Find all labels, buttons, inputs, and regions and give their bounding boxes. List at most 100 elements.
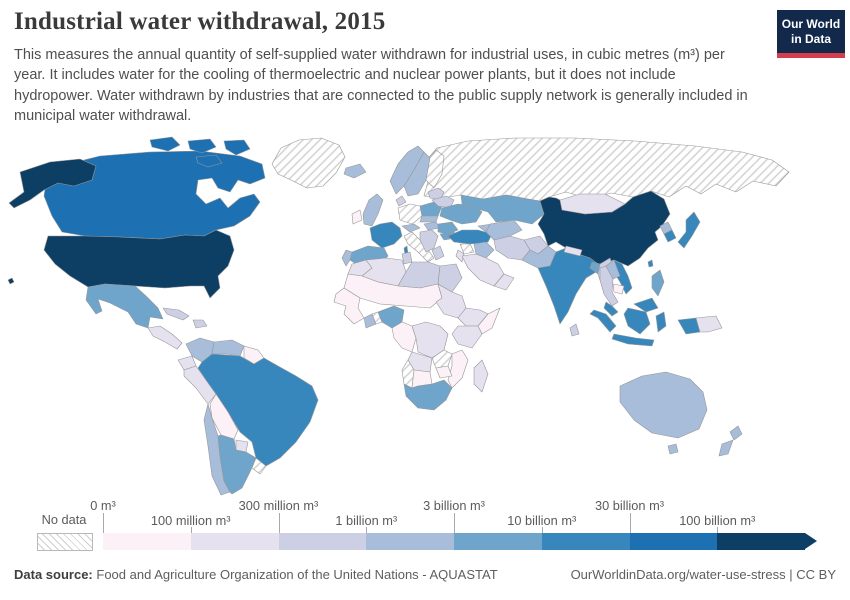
legend-tick-label: 1 billion m³ <box>335 513 398 528</box>
country-kazakhstan[interactable] <box>460 194 545 225</box>
country-canada-island[interactable] <box>187 138 217 154</box>
country-australia[interactable] <box>619 371 708 439</box>
country-malaysia-peninsula[interactable] <box>603 301 619 317</box>
country-hungary[interactable] <box>423 221 441 231</box>
legend-bin-8[interactable] <box>717 533 805 550</box>
country-south-africa[interactable] <box>403 379 453 411</box>
country-libya[interactable] <box>397 261 441 289</box>
map-legend: No data 0 m³ 100 million m³ 300 million m³… <box>0 498 850 558</box>
country-hispaniola[interactable] <box>192 319 208 329</box>
country-japan[interactable] <box>677 211 701 249</box>
country-canada-island[interactable] <box>195 154 223 168</box>
country-indonesia-sumatra[interactable] <box>589 309 617 333</box>
country-uruguay[interactable] <box>251 457 267 475</box>
country-greenland[interactable] <box>271 137 346 189</box>
no-data-label: No data <box>41 512 87 527</box>
owid-logo[interactable]: Our World in Data <box>777 10 845 58</box>
legend-tick-label: 3 billion m³ <box>423 498 485 513</box>
country-uzbekistan-turkmenistan[interactable] <box>485 219 523 241</box>
world-map <box>0 136 850 498</box>
country-cameroon-congo[interactable] <box>391 321 417 353</box>
legend-bin-2[interactable] <box>190 533 279 550</box>
data-source-text: Food and Agriculture Organization of the… <box>96 567 498 582</box>
country-italy[interactable] <box>403 231 435 263</box>
country-indonesia-java[interactable] <box>611 333 655 347</box>
legend-tick <box>190 527 192 533</box>
country-central-america[interactable] <box>147 325 183 350</box>
country-zimbabwe[interactable] <box>435 365 453 379</box>
country-turkey[interactable] <box>447 229 493 245</box>
country-new-zealand-north[interactable] <box>729 425 743 441</box>
country-iraq[interactable] <box>473 241 495 259</box>
legend-bin-6[interactable] <box>541 533 630 550</box>
country-russia[interactable] <box>423 137 790 202</box>
country-papua-new-guinea[interactable] <box>695 315 723 333</box>
legend-tick-label: 10 billion m³ <box>507 513 577 528</box>
legend-bin-5[interactable] <box>454 533 542 550</box>
country-mexico[interactable] <box>85 283 164 329</box>
country-madagascar[interactable] <box>473 359 489 393</box>
country-new-zealand-south[interactable] <box>718 439 734 457</box>
country-jordan-israel[interactable] <box>455 249 465 263</box>
country-venezuela[interactable] <box>211 339 245 357</box>
country-greece[interactable] <box>431 245 445 261</box>
country-indonesia-borneo[interactable] <box>623 307 651 335</box>
country-balkans[interactable] <box>419 229 439 253</box>
no-data-swatch[interactable] <box>37 533 93 551</box>
country-romania[interactable] <box>437 221 459 235</box>
country-ireland[interactable] <box>351 209 363 225</box>
country-thailand[interactable] <box>599 265 619 307</box>
country-zambia[interactable] <box>431 349 453 369</box>
country-west-africa[interactable] <box>333 287 365 325</box>
legend-tick <box>278 513 280 533</box>
country-alaska[interactable] <box>8 158 97 209</box>
legend-bin-7[interactable] <box>629 533 718 550</box>
owid-link[interactable]: OurWorldinData.org/water-use-stress <box>570 567 786 582</box>
footer-right: OurWorldinData.org/water-use-stress | CC… <box>571 567 836 582</box>
legend-tick-label: 30 billion m³ <box>595 498 664 513</box>
country-argentina[interactable] <box>217 434 257 495</box>
country-uk[interactable] <box>362 193 384 227</box>
country-tunisia[interactable] <box>401 251 413 265</box>
country-baltics[interactable] <box>427 187 445 201</box>
footer-separator: | <box>789 567 793 582</box>
country-tasmania[interactable] <box>667 443 679 455</box>
country-france[interactable] <box>369 221 403 249</box>
country-cuba[interactable] <box>162 307 190 321</box>
country-portugal[interactable] <box>341 249 353 267</box>
country-somalia[interactable] <box>477 307 501 335</box>
country-egypt[interactable] <box>437 263 463 293</box>
country-south-korea[interactable] <box>663 229 677 243</box>
country-belarus[interactable] <box>431 195 455 209</box>
country-indonesia-sulawesi[interactable] <box>655 311 667 333</box>
legend-bin-4[interactable] <box>366 533 454 550</box>
country-cambodia[interactable] <box>612 283 625 295</box>
country-sri-lanka[interactable] <box>569 323 580 337</box>
country-yemen-oman[interactable] <box>493 273 515 291</box>
country-finland[interactable] <box>425 149 445 189</box>
country-canada-island[interactable] <box>149 136 181 152</box>
country-taiwan[interactable] <box>647 259 654 268</box>
country-kenya-tanzania[interactable] <box>451 325 483 349</box>
legend-bin-1[interactable] <box>103 533 191 550</box>
country-nepal[interactable] <box>563 245 583 257</box>
country-hawaii[interactable] <box>7 277 15 285</box>
country-usa[interactable] <box>43 229 235 299</box>
country-mongolia[interactable] <box>559 193 626 215</box>
country-germany[interactable] <box>397 203 423 225</box>
country-iceland[interactable] <box>343 163 367 179</box>
country-central-europe[interactable] <box>401 223 421 233</box>
country-peru[interactable] <box>183 365 217 405</box>
country-czech-slovakia[interactable] <box>419 215 439 223</box>
country-canada-island[interactable] <box>223 139 251 156</box>
legend-bin-3[interactable] <box>278 533 367 550</box>
country-mozambique[interactable] <box>447 349 469 389</box>
legend-tick <box>366 527 368 533</box>
legend-arrow <box>805 533 817 549</box>
country-malaysia-borneo[interactable] <box>633 297 659 313</box>
country-philippines[interactable] <box>651 269 665 297</box>
country-syria[interactable] <box>459 243 475 255</box>
legend-tick <box>541 527 543 533</box>
country-denmark[interactable] <box>395 195 407 207</box>
country-poland[interactable] <box>419 201 443 217</box>
